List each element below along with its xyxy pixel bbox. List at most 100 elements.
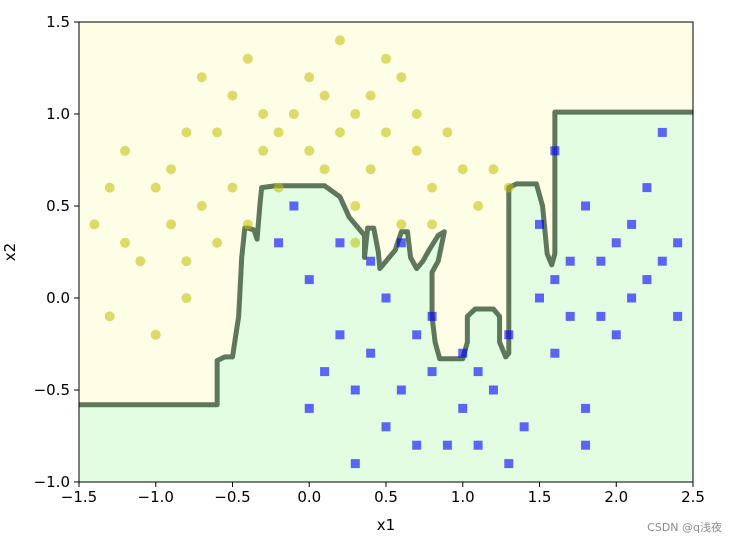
- data-point-square: [657, 127, 667, 137]
- data-point-square: [642, 275, 652, 285]
- data-point-square: [473, 440, 483, 450]
- data-point-square: [412, 330, 422, 340]
- data-point-circle: [150, 182, 161, 193]
- data-point-circle: [242, 53, 253, 64]
- data-point-circle: [427, 219, 438, 230]
- data-point-square: [519, 422, 529, 432]
- data-point-circle: [227, 182, 238, 193]
- data-point-square: [565, 311, 575, 321]
- data-point-square: [427, 367, 437, 377]
- data-point-circle: [196, 72, 207, 83]
- data-point-circle: [427, 182, 438, 193]
- data-point-square: [550, 146, 560, 156]
- data-point-square: [535, 219, 544, 229]
- data-point-square: [488, 385, 498, 395]
- data-point-square: [366, 348, 376, 358]
- x-tick-label: −0.5: [214, 488, 250, 506]
- watermark: CSDN @q浅夜: [647, 521, 722, 534]
- data-point-circle: [350, 109, 361, 119]
- y-tick-label: −0.5: [34, 381, 70, 399]
- data-point-square: [396, 385, 406, 395]
- data-point-circle: [381, 127, 391, 138]
- data-point-square: [673, 311, 683, 321]
- data-point-square: [581, 201, 591, 211]
- data-point-circle: [258, 109, 269, 119]
- data-point-circle: [473, 201, 484, 211]
- data-point-circle: [227, 90, 238, 101]
- data-point-circle: [304, 72, 315, 83]
- data-point-circle: [242, 219, 253, 230]
- data-point-square: [627, 293, 637, 303]
- data-point-circle: [350, 237, 361, 248]
- x-tick-label: −1.0: [138, 488, 174, 506]
- data-point-circle: [411, 145, 422, 156]
- x-tick-label: 0.0: [297, 488, 321, 506]
- data-point-circle: [488, 164, 499, 175]
- data-point-circle: [288, 109, 299, 119]
- x-tick-label: 0.5: [374, 488, 398, 506]
- data-point-square: [596, 311, 606, 321]
- data-point-square: [642, 183, 652, 193]
- x-tick-label: −1.5: [61, 488, 97, 506]
- y-axis-label: x2: [1, 243, 19, 261]
- data-point-square: [611, 330, 621, 340]
- data-point-square: [274, 238, 284, 248]
- data-point-circle: [411, 109, 422, 119]
- data-point-circle: [166, 164, 177, 175]
- data-point-circle: [334, 127, 345, 138]
- x-tick-label: 2.5: [681, 488, 705, 506]
- data-point-circle: [365, 164, 376, 175]
- y-tick-label: 1.5: [46, 13, 70, 31]
- data-point-square: [412, 440, 422, 450]
- x-tick-label: 1.5: [528, 488, 552, 506]
- data-point-square: [381, 293, 391, 303]
- x-axis-label: x1: [377, 516, 395, 534]
- data-point-square: [504, 459, 514, 469]
- data-point-square: [427, 311, 437, 321]
- data-point-circle: [104, 311, 115, 322]
- data-point-circle: [196, 201, 207, 211]
- data-point-square: [673, 238, 683, 248]
- data-point-square: [458, 403, 468, 413]
- data-point-circle: [457, 164, 468, 175]
- data-point-circle: [120, 145, 131, 156]
- data-point-circle: [135, 256, 146, 267]
- data-point-circle: [258, 145, 269, 156]
- data-point-circle: [381, 53, 391, 64]
- data-point-circle: [89, 219, 100, 230]
- data-point-square: [304, 275, 314, 285]
- plot-area: [79, 22, 693, 482]
- data-point-circle: [442, 127, 453, 138]
- data-point-circle: [304, 145, 315, 156]
- data-point-circle: [350, 201, 361, 211]
- data-point-square: [320, 367, 330, 377]
- data-point-circle: [365, 90, 376, 101]
- data-point-square: [366, 256, 376, 266]
- data-point-square: [442, 440, 452, 450]
- data-point-circle: [334, 35, 345, 46]
- data-point-square: [350, 385, 360, 395]
- data-point-circle: [181, 127, 192, 138]
- data-point-square: [596, 256, 606, 266]
- data-point-circle: [212, 237, 223, 248]
- data-point-circle: [396, 72, 407, 83]
- data-point-circle: [212, 127, 223, 138]
- data-point-square: [657, 256, 667, 266]
- data-point-circle: [273, 127, 284, 138]
- data-point-square: [473, 367, 483, 377]
- data-point-square: [550, 348, 560, 358]
- y-tick-label: −1.0: [34, 473, 70, 491]
- data-point-square: [581, 403, 591, 413]
- x-tick-label: 1.0: [451, 488, 475, 506]
- data-point-circle: [396, 219, 407, 230]
- data-point-square: [289, 201, 299, 211]
- data-point-square: [581, 440, 591, 450]
- data-point-circle: [319, 90, 330, 101]
- data-point-square: [335, 330, 345, 340]
- data-point-square: [565, 256, 575, 266]
- data-point-square: [535, 293, 544, 303]
- data-point-circle: [120, 237, 131, 248]
- x-tick-label: 2.0: [604, 488, 628, 506]
- y-tick-label: 0.0: [46, 289, 70, 307]
